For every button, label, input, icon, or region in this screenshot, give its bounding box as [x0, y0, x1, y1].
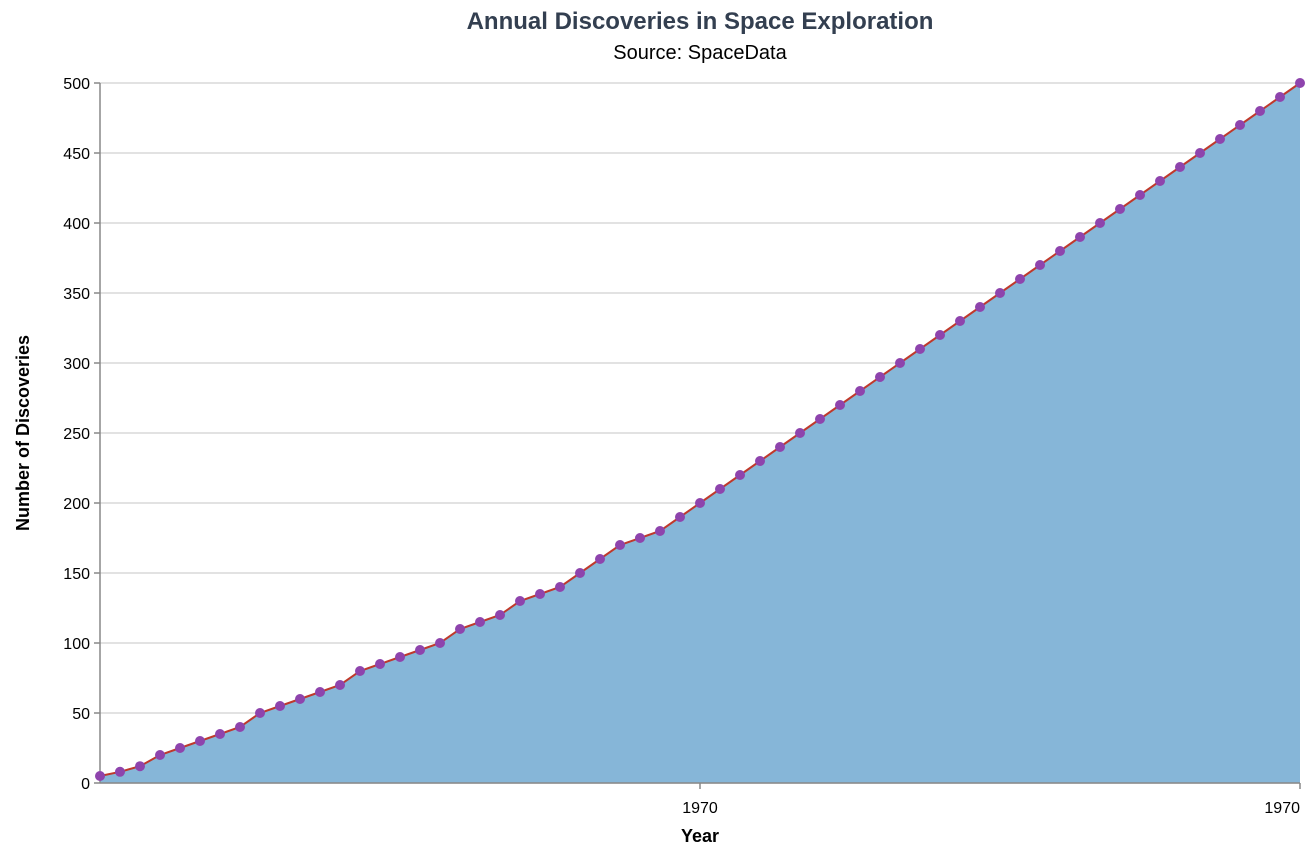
data-point — [455, 624, 465, 634]
y-tick-label: 300 — [63, 356, 90, 373]
data-point — [1115, 204, 1125, 214]
data-point — [1215, 134, 1225, 144]
data-point — [1135, 190, 1145, 200]
data-point — [595, 554, 605, 564]
data-point — [615, 540, 625, 550]
data-point — [755, 456, 765, 466]
data-point — [575, 568, 585, 578]
data-point — [855, 386, 865, 396]
data-point — [995, 288, 1005, 298]
chart-title: Annual Discoveries in Space Exploration — [467, 8, 934, 35]
data-point — [815, 414, 825, 424]
y-tick-label: 100 — [63, 636, 90, 653]
data-point — [695, 498, 705, 508]
data-point — [655, 526, 665, 536]
data-point — [1015, 274, 1025, 284]
x-tick-label: 1970 — [682, 800, 718, 817]
area-fill — [100, 83, 1300, 783]
y-tick-label: 400 — [63, 216, 90, 233]
points-layer — [95, 78, 1305, 781]
data-point — [415, 645, 425, 655]
data-point — [735, 470, 745, 480]
y-tick-label: 0 — [81, 776, 90, 793]
x-axis-title: Year — [681, 826, 719, 846]
data-point — [375, 659, 385, 669]
chart-subtitle: Source: SpaceData — [613, 42, 787, 64]
data-point — [835, 400, 845, 410]
data-point — [475, 617, 485, 627]
data-point — [535, 589, 545, 599]
data-point — [1155, 176, 1165, 186]
data-point — [395, 652, 405, 662]
data-point — [335, 680, 345, 690]
data-point — [515, 596, 525, 606]
data-point — [555, 582, 565, 592]
data-point — [275, 701, 285, 711]
data-point — [1095, 218, 1105, 228]
data-point — [435, 638, 445, 648]
area-layer — [100, 83, 1300, 783]
data-point — [675, 512, 685, 522]
data-point — [355, 666, 365, 676]
x-tick-label: 1970 — [1264, 800, 1300, 817]
data-point — [495, 610, 505, 620]
axes — [94, 82, 1301, 789]
y-tick-label: 150 — [63, 566, 90, 583]
data-point — [315, 687, 325, 697]
y-tick-label: 250 — [63, 426, 90, 443]
data-point — [1175, 162, 1185, 172]
y-tick-label: 200 — [63, 496, 90, 513]
data-point — [135, 761, 145, 772]
data-point — [1075, 232, 1085, 242]
data-point — [875, 372, 885, 382]
tick-labels: 0 50 100 150 200 250 300 350 400 450 500 1970 1970 — [63, 76, 1300, 817]
data-point — [1295, 78, 1305, 88]
data-point — [115, 766, 125, 777]
data-point — [1275, 92, 1285, 102]
y-tick-label: 450 — [63, 146, 90, 163]
data-point — [715, 484, 725, 494]
data-point — [1055, 246, 1065, 256]
data-point — [975, 302, 985, 312]
data-point — [775, 442, 785, 452]
y-tick-label: 350 — [63, 286, 90, 303]
y-tick-label: 50 — [72, 706, 90, 723]
data-point — [235, 722, 245, 732]
data-point — [155, 750, 165, 760]
data-point — [935, 330, 945, 340]
data-point — [795, 428, 805, 438]
data-point — [195, 736, 205, 746]
data-point — [95, 771, 105, 781]
data-point — [1195, 148, 1205, 158]
data-point — [1235, 120, 1245, 130]
y-tick-label: 500 — [63, 76, 90, 93]
data-point — [1255, 106, 1265, 116]
data-point — [175, 743, 185, 753]
data-point — [1035, 260, 1045, 270]
data-point — [215, 729, 225, 739]
data-point — [915, 344, 925, 354]
data-point — [635, 533, 645, 543]
data-point — [895, 358, 905, 368]
data-point — [955, 316, 965, 326]
y-axis-title: Number of Discoveries — [13, 335, 33, 531]
data-point — [255, 708, 265, 718]
data-point — [295, 694, 305, 704]
